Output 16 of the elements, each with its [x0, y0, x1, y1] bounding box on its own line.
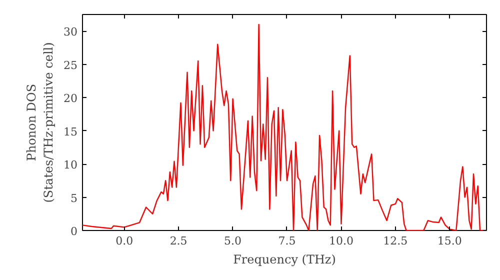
x-tick-label: 10.0 [328, 234, 354, 248]
y-tick-label: 30 [64, 26, 78, 39]
y-tick-label: 0 [70, 225, 78, 238]
x-tick-label: 2.5 [170, 234, 188, 248]
y-tick-label: 20 [64, 92, 78, 106]
x-tick-label: 7.5 [278, 234, 296, 248]
y-tick-label: 25 [64, 58, 78, 72]
y-tick-label: 15 [64, 125, 78, 138]
y-axis-title: Phonon DOS (States/THz·primitive cell) [24, 42, 56, 203]
x-tick-label: 0.0 [116, 234, 134, 248]
x-tick-label: 15.0 [437, 234, 462, 248]
y-tick-label: 5 [70, 192, 78, 205]
x-tick-label: 12.5 [383, 234, 408, 248]
x-tick-label: 5.0 [224, 234, 242, 248]
x-axis-title: Frequency (THz) [233, 252, 336, 266]
y-tick-label: 10 [64, 158, 78, 172]
